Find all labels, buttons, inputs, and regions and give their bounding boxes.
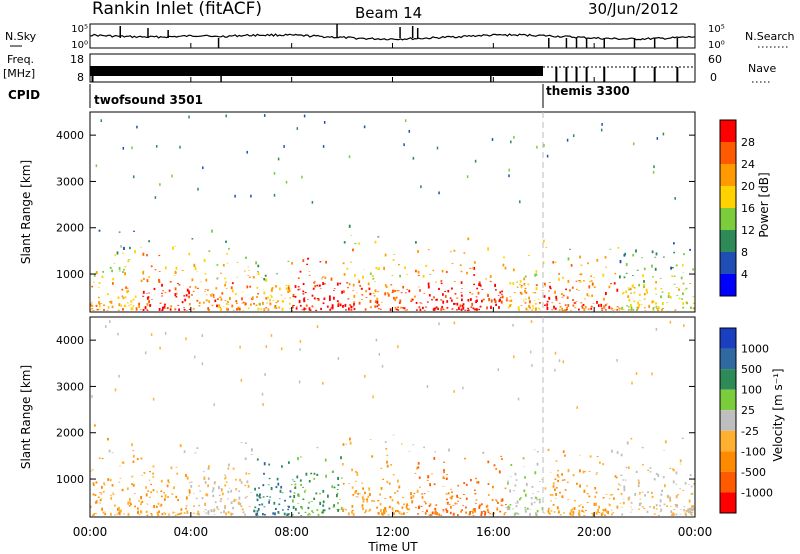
station-title: Rankin Inlet (fitACF) — [92, 0, 262, 19]
beam-title: Beam 14 — [355, 4, 422, 22]
y-tick-label: 4000 — [56, 129, 84, 142]
cpid-segment-themis: themis 3300 — [546, 84, 630, 98]
velocity-colorbar-frame — [719, 327, 737, 514]
power-colorbar-tick: 12 — [741, 224, 755, 237]
power-colorbar-swatch — [720, 186, 736, 208]
velocity-colorbar-tick: -1000 — [741, 486, 773, 499]
freq-label: Freq. — [7, 53, 34, 66]
freq-tick-top: 18 — [70, 53, 84, 66]
power-y-axis-label: Slant Range [km] — [19, 160, 33, 264]
y-tick-label: 4000 — [56, 334, 84, 347]
nsky-trace — [89, 24, 696, 48]
x-tick-label: 08:00 — [274, 525, 309, 539]
nave-label: Nave — [748, 62, 776, 75]
velocity-colorbar-tick: 100 — [741, 384, 762, 397]
velocity-colorbar-tick: 500 — [741, 363, 762, 376]
y-tick-label: 2000 — [56, 222, 84, 235]
freq-trace-block — [90, 66, 543, 76]
velocity-panel-frame — [89, 316, 696, 518]
x-tick-label: 20:00 — [577, 525, 612, 539]
x-axis-label: Time UT — [367, 540, 418, 554]
power-colorbar-tick: 28 — [741, 136, 755, 149]
nsky-label: N.Sky — [5, 30, 37, 43]
velocity-colorbar-label: Velocity [m s⁻¹] — [771, 368, 785, 461]
freq-unit: [MHz] — [3, 67, 35, 80]
cpid-segment-twofsound: twofsound 3501 — [94, 93, 203, 107]
power-colorbar-swatch — [720, 252, 736, 274]
nsearch-tick-top: 10⁵ — [708, 24, 725, 35]
velocity-colorbar: 1000 500 100 25 -25 -100 -500 -1000 — [719, 327, 773, 514]
power-colorbar-swatch — [720, 120, 736, 142]
power-colorbar-tick: 24 — [741, 158, 755, 171]
power-colorbar-swatch — [720, 142, 736, 164]
y-tick-label: 1000 — [56, 473, 84, 486]
nsky-tick-top: 10⁵ — [71, 24, 88, 35]
velocity-colorbar-swatch — [720, 492, 736, 513]
velocity-colorbar-swatch — [720, 430, 736, 452]
nsearch-tick-bottom: 10⁰ — [708, 40, 725, 51]
power-colorbar-swatch — [720, 208, 736, 230]
velocity-colorbar-tick: -25 — [741, 425, 759, 438]
y-tick-label: 3000 — [56, 380, 84, 393]
velocity-colorbar-tick: 1000 — [741, 343, 769, 356]
x-tick-label: 04:00 — [174, 525, 209, 539]
power-colorbar-tick: 20 — [741, 180, 755, 193]
power-colorbar-label: Power [dB] — [757, 172, 771, 237]
velocity-colorbar-swatch — [720, 348, 736, 370]
velocity-colorbar-swatch — [720, 328, 736, 349]
velocity-colorbar-tick: -500 — [741, 466, 766, 479]
power-scatter — [89, 114, 695, 311]
power-panel-frame — [89, 111, 696, 313]
x-tick-label: 00:00 — [678, 525, 713, 539]
velocity-colorbar-swatch — [720, 451, 736, 472]
x-tick-label: 12:00 — [375, 525, 410, 539]
x-tick-label: 16:00 — [476, 525, 511, 539]
nave-tick-top: 60 — [708, 53, 722, 66]
velocity-colorbar-tick: 25 — [741, 404, 755, 417]
x-ticks: 00:00 04:00 08:00 12:00 16:00 20:00 00:00 — [73, 43, 713, 539]
velocity-colorbar-tick: -100 — [741, 445, 766, 458]
y-tick-label: 3000 — [56, 175, 84, 188]
velocity-colorbar-swatch — [720, 389, 736, 411]
velocity-colorbar-swatch — [720, 471, 736, 493]
cpid-label: CPID — [8, 88, 40, 102]
power-colorbar-swatch — [720, 230, 736, 252]
nsearch-label: N.Search — [745, 30, 795, 43]
y-tick-label: 1000 — [56, 268, 84, 281]
velocity-colorbar-swatch — [720, 410, 736, 431]
power-colorbar-tick: 4 — [741, 268, 748, 281]
nsky-tick-bottom: 10⁰ — [71, 40, 88, 51]
power-colorbar-tick: 16 — [741, 202, 755, 215]
velocity-scatter — [89, 320, 696, 516]
power-colorbar-swatch — [720, 164, 736, 186]
freq-tick-bottom: 8 — [77, 71, 84, 84]
nave-bars — [91, 67, 679, 82]
x-tick-label: 00:00 — [73, 525, 108, 539]
power-colorbar-swatch — [720, 274, 736, 296]
date-title: 30/Jun/2012 — [588, 0, 679, 18]
velocity-y-axis-label: Slant Range [km] — [19, 365, 33, 469]
nsky-line — [89, 33, 696, 41]
power-colorbar-tick: 8 — [741, 246, 748, 259]
power-colorbar: 28 24 20 16 12 8 4 — [719, 119, 755, 297]
velocity-colorbar-swatch — [720, 369, 736, 390]
y-ticks: 1000 2000 3000 4000 1000 2000 3000 4000 — [56, 129, 695, 486]
nave-tick-bottom: 0 — [710, 71, 717, 84]
power-colorbar-frame — [719, 119, 737, 297]
y-tick-label: 2000 — [56, 427, 84, 440]
